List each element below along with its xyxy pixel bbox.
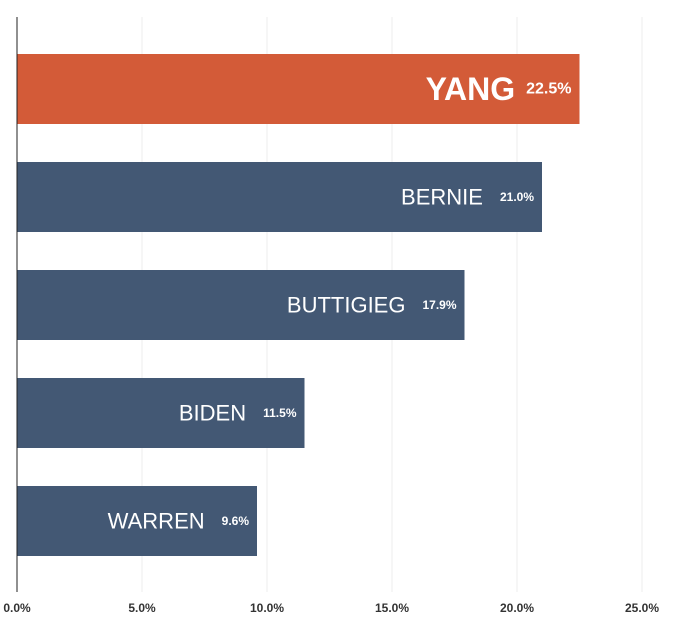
x-tick-label: 15.0%	[375, 601, 409, 615]
value-label: 21.0%	[500, 190, 534, 204]
value-label: 11.5%	[263, 406, 297, 420]
x-tick-label: 20.0%	[500, 601, 534, 615]
value-label: 22.5%	[526, 81, 571, 98]
bar-buttigieg	[17, 270, 465, 340]
bar-yang	[17, 54, 580, 124]
x-tick-label: 0.0%	[3, 601, 31, 615]
value-label: 17.9%	[422, 298, 456, 312]
x-tick-label: 5.0%	[128, 601, 156, 615]
value-label: 9.6%	[222, 514, 250, 528]
category-label: BIDEN	[179, 401, 246, 426]
category-label: BERNIE	[401, 185, 483, 210]
x-tick-label: 25.0%	[625, 601, 659, 615]
bar-warren	[17, 486, 257, 556]
x-tick-label: 10.0%	[250, 601, 284, 615]
category-label: YANG	[426, 71, 516, 107]
category-label: BUTTIGIEG	[287, 293, 406, 318]
bar-bernie	[17, 162, 542, 232]
x-axis-ticks: 0.0% 5.0% 10.0% 15.0% 20.0% 25.0%	[3, 601, 659, 615]
category-label: WARREN	[108, 509, 205, 534]
bar-biden	[17, 378, 305, 448]
bars: 22.5% YANG 21.0% BERNIE 17.9% BUTTIGIEG 11.5% B…	[17, 54, 580, 556]
